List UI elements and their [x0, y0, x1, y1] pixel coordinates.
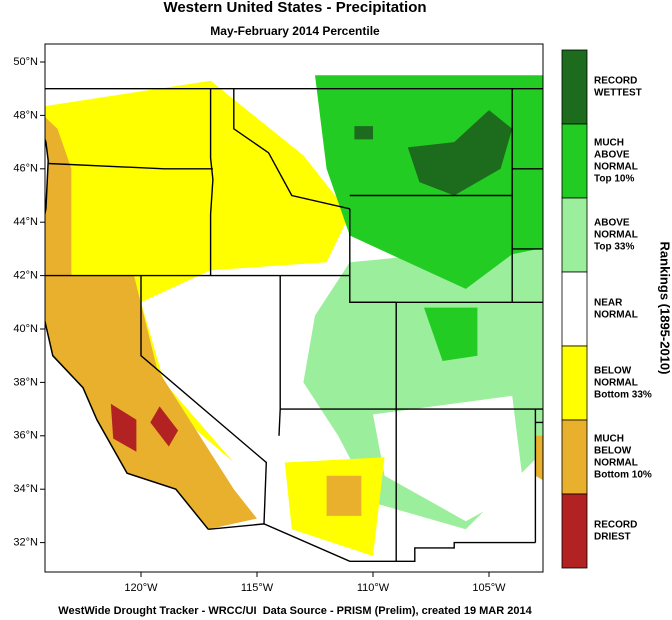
legend-label: NORMAL — [594, 230, 638, 241]
legend-label: BELOW — [594, 446, 632, 457]
legend-swatch — [561, 493, 588, 569]
precip-region — [373, 395, 524, 522]
precip-region — [354, 126, 373, 140]
legend-label: WETTEST — [594, 88, 642, 99]
map — [45, 44, 543, 570]
legend-swatch — [561, 123, 588, 199]
state-border — [233, 88, 350, 210]
lat-tick-label: 50°N — [13, 56, 38, 68]
lat-tick-label: 46°N — [13, 163, 38, 175]
legend-swatch — [561, 49, 588, 125]
lon-tick-label: 115°W — [241, 582, 274, 594]
precip-region — [150, 406, 179, 447]
precip-region — [326, 475, 362, 516]
legend-label: MUCH — [594, 138, 624, 149]
legend-swatch — [561, 419, 588, 495]
precip-region — [45, 116, 257, 530]
legend-label: NORMAL — [594, 458, 638, 469]
legend-label: NORMAL — [594, 378, 638, 389]
legend-label: ABOVE — [594, 218, 630, 229]
state-border — [208, 523, 536, 562]
map-frame — [44, 43, 544, 573]
state-border — [209, 88, 214, 276]
legend-label: Bottom 33% — [594, 390, 652, 401]
lat-tick-label: 38°N — [13, 376, 38, 388]
lat-tick-label: 32°N — [13, 537, 38, 549]
legend-label: RECORD — [594, 520, 637, 531]
precip-region — [110, 403, 137, 452]
legend-label: MUCH — [594, 434, 624, 445]
legend-label: RECORD — [594, 76, 637, 87]
lat-tick-label: 36°N — [13, 430, 38, 442]
legend-label: NORMAL — [594, 162, 638, 173]
lat-tick-label: 34°N — [13, 483, 38, 495]
subtitle: May-February 2014 Percentile — [210, 24, 380, 38]
legend-label: BELOW — [594, 366, 632, 377]
legend-title: Rankings (1895-2010) — [658, 242, 672, 375]
legend-swatch — [561, 345, 588, 421]
lat-tick-label: 40°N — [13, 323, 38, 335]
legend-swatch — [561, 271, 588, 347]
legend-label: ABOVE — [594, 150, 630, 161]
lon-tick-label: 105°W — [472, 582, 506, 594]
legend-swatch — [561, 197, 588, 273]
legend-label: DRIEST — [594, 532, 631, 543]
precip-region — [45, 80, 350, 463]
legend-label: NEAR — [594, 298, 623, 309]
legend-label: Top 33% — [594, 242, 634, 253]
precip-region — [407, 110, 513, 196]
ocean — [45, 139, 209, 566]
state-border — [511, 88, 543, 303]
lon-tick-label: 120°W — [124, 582, 158, 594]
state-border — [48, 162, 213, 170]
lat-tick-label: 44°N — [13, 216, 38, 228]
state-border — [140, 275, 268, 524]
precip-region — [424, 307, 478, 361]
lon-tick-label: 110°W — [357, 582, 390, 594]
precip-region — [535, 435, 543, 481]
footer: WestWide Drought Tracker - WRCC/UI Data … — [58, 605, 532, 617]
legend-label: Top 10% — [594, 174, 634, 185]
title: Western United States - Precipitation — [163, 0, 426, 16]
lat-tick-label: 48°N — [13, 109, 38, 121]
lat-tick-label: 42°N — [13, 270, 38, 282]
legend-label: NORMAL — [594, 310, 638, 321]
legend-label: Bottom 10% — [594, 470, 652, 481]
coastline — [45, 137, 209, 530]
